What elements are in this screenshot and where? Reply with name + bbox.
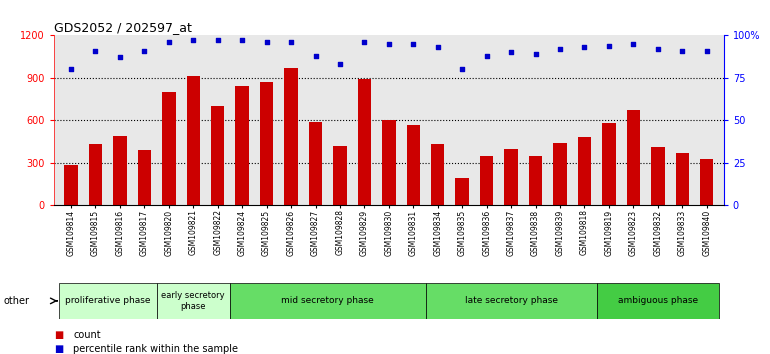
Point [676,48,688,53]
Point [114,55,126,60]
Bar [456,178,469,205]
Bar [597,283,719,319]
Point [603,43,615,48]
Point [505,50,517,55]
Point [480,53,493,59]
Bar [675,153,689,205]
Bar [431,144,444,205]
Bar [211,106,224,205]
Text: late secretory phase: late secretory phase [464,296,557,306]
Bar [59,283,156,319]
Bar [700,159,714,205]
Point [333,62,346,67]
Bar [578,137,591,205]
Point [187,38,199,43]
Bar [113,136,126,205]
Point [530,51,542,57]
Text: proliferative phase: proliferative phase [65,296,150,306]
Bar [358,79,371,205]
Point [212,38,224,43]
Bar [230,283,426,319]
Text: other: other [4,296,30,306]
Point [628,41,640,47]
Bar [529,156,542,205]
Point [162,39,175,45]
Bar [186,76,200,205]
Bar [382,120,396,205]
Text: count: count [73,330,101,339]
Point [456,67,468,72]
Text: early secretory
phase: early secretory phase [162,291,225,310]
Point [236,38,248,43]
Point [65,67,77,72]
Text: ambiguous phase: ambiguous phase [618,296,698,306]
Point [407,41,420,47]
Point [358,39,370,45]
Bar [89,144,102,205]
Bar [333,146,347,205]
Bar [480,156,494,205]
Point [554,46,566,52]
Point [285,39,297,45]
Bar [236,86,249,205]
Bar [284,68,298,205]
Bar [138,150,151,205]
Point [260,39,273,45]
Bar [156,283,230,319]
Point [578,45,591,50]
Bar [504,149,517,205]
Bar [309,122,322,205]
Bar [260,82,273,205]
Text: ■: ■ [54,344,63,354]
Bar [407,125,420,205]
Text: percentile rank within the sample: percentile rank within the sample [73,344,238,354]
Bar [651,147,665,205]
Point [89,48,102,53]
Bar [162,92,176,205]
Bar [627,110,640,205]
Text: GDS2052 / 202597_at: GDS2052 / 202597_at [54,21,192,34]
Point [432,45,444,50]
Bar [64,165,78,205]
Text: mid secretory phase: mid secretory phase [281,296,374,306]
Bar [426,283,597,319]
Text: ■: ■ [54,330,63,339]
Point [383,41,395,47]
Point [138,48,150,53]
Point [310,53,322,59]
Point [651,46,664,52]
Bar [602,123,615,205]
Point [701,48,713,53]
Bar [554,143,567,205]
